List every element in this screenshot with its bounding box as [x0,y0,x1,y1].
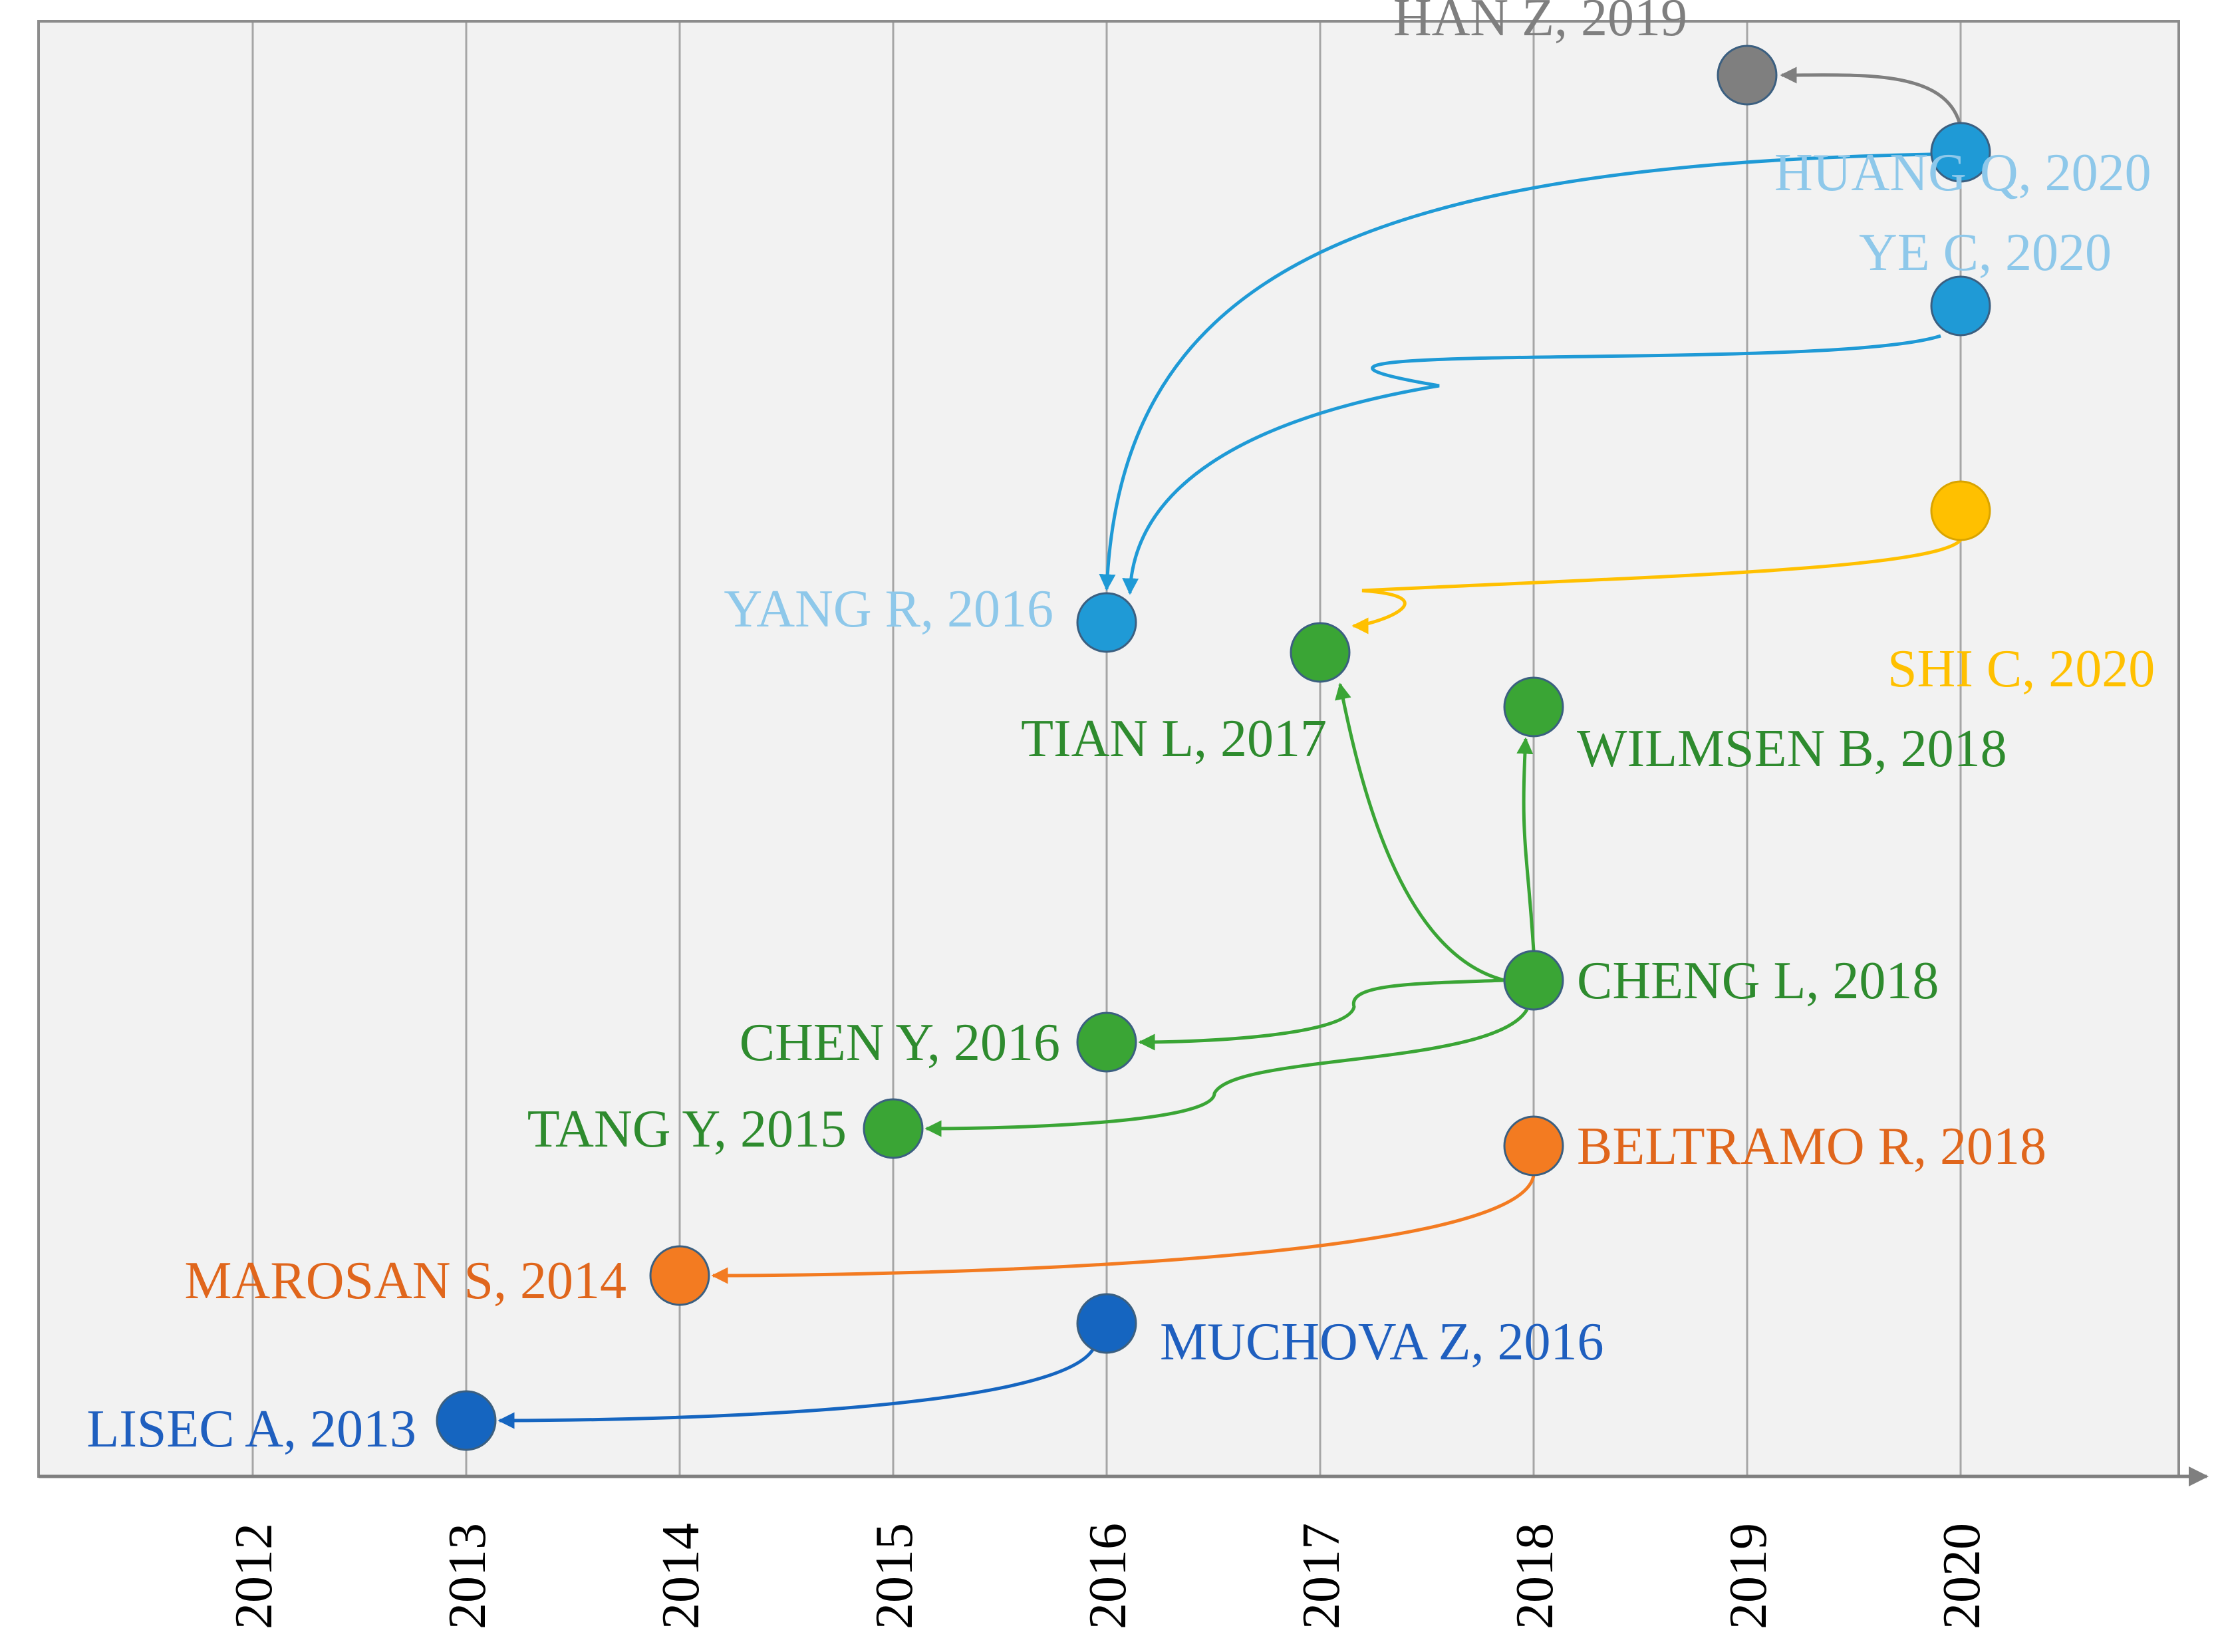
node-ye [1930,275,1991,337]
node-huang [1930,122,1991,183]
edge-shi-tian [1351,539,1962,634]
node-cheny [1076,1012,1137,1073]
year-tick-label: 2014 [652,1523,710,1629]
edge-cheng-wilmsen [1516,737,1536,952]
year-tick-labels: 2012 2013 2014 2015 2016 2017 2018 2019 2020 [225,1523,1991,1629]
year-tick-label: 2013 [438,1523,497,1629]
node-label-tang: TANG Y, 2015 [527,1100,847,1159]
node-wilmsen [1503,676,1564,738]
node-tang [863,1098,924,1159]
node-label-wilmsen: WILMSEN B, 2018 [1577,720,2007,778]
publication-labels: HAN Z, 2019 HUANG Q, 2020 YE C, 2020 SHI C,… [86,0,2155,1458]
edge-cheng-tian [1335,682,1505,982]
edge-muchova-lisec [497,1347,1095,1429]
node-label-marosan: MAROSAN S, 2014 [184,1252,626,1310]
year-tick-label: 2015 [865,1523,924,1629]
node-cheng [1503,950,1564,1011]
year-tick-label: 2019 [1719,1523,1778,1629]
plot-area [37,20,2180,1478]
node-yang [1076,592,1137,653]
node-label-lisec: LISEC A, 2013 [86,1400,416,1458]
node-label-yang: YANG R, 2016 [724,580,1053,638]
edge-huang-han [1780,67,1963,128]
edge-ye-yang [1122,334,1941,595]
node-label-tian: TIAN L, 2017 [1021,710,1327,768]
year-tick-label: 2017 [1292,1523,1351,1629]
edge-huang-yang [1099,152,1932,591]
node-muchova [1076,1293,1137,1354]
edge-cheng-cheny [1138,978,1505,1051]
edge-beltramo-marosan [711,1174,1536,1284]
node-shi [1930,480,1991,541]
node-han [1717,45,1778,106]
year-tick-label: 2012 [225,1523,283,1629]
edge-cheng-tang [924,1008,1529,1137]
year-tick-label: 2018 [1506,1523,1564,1629]
node-label-han: HAN Z, 2019 [1393,0,1687,47]
node-label-cheny: CHEN Y, 2016 [740,1014,1060,1072]
node-label-cheng: CHENG L, 2018 [1577,952,1939,1010]
year-gridlines [251,23,1962,1475]
node-label-beltramo: BELTRAMO R, 2018 [1577,1117,2046,1176]
node-label-shi: SHI C, 2020 [1887,640,2155,698]
node-lisec [436,1390,497,1451]
node-label-ye: YE C, 2020 [1859,223,2112,282]
node-label-muchova: MUCHOVA Z, 2016 [1160,1313,1604,1371]
node-tian [1290,622,1351,683]
publication-nodes [436,45,1991,1451]
node-marosan [649,1245,710,1306]
node-label-huang: HUANG Q, 2020 [1774,144,2151,202]
node-beltramo [1503,1115,1564,1176]
year-tick-label: 2016 [1079,1523,1137,1629]
year-tick-label: 2020 [1933,1523,1991,1629]
citation-edges [497,67,1963,1429]
